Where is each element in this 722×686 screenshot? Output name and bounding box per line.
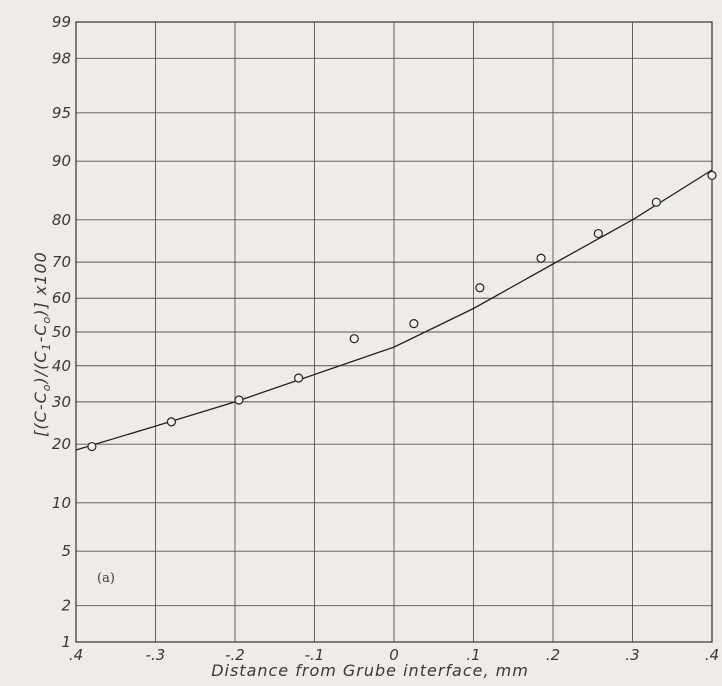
y-tick-label: 98 — [52, 49, 71, 67]
y-tick-label: 40 — [52, 357, 71, 375]
y-tick-label: 90 — [52, 152, 71, 170]
grid — [75, 21, 713, 643]
data-point — [707, 170, 717, 181]
y-tick-label: 99 — [52, 13, 71, 31]
x-tick-label: -.3 — [146, 646, 166, 664]
x-tick-label: .2 — [546, 646, 560, 664]
data-point — [409, 319, 419, 329]
fit-line — [75, 169, 713, 451]
x-tick-label: 0 — [389, 646, 399, 664]
y-tick-label: 80 — [52, 211, 71, 229]
x-tick-label: .4 — [69, 646, 83, 664]
panel-label: (a) — [97, 571, 115, 586]
data-point — [166, 417, 176, 427]
y-tick-label: 50 — [52, 323, 71, 341]
data-point — [475, 283, 485, 293]
y-axis-title-subscript: 1 — [40, 342, 53, 350]
data-point — [234, 395, 244, 405]
data-point — [87, 441, 97, 452]
y-axis-title: [(C-Co)/(C1-Co)] x100 — [31, 251, 53, 437]
x-axis-title: Distance from Grube interface, mm — [211, 661, 529, 680]
y-tick-label: 60 — [52, 289, 71, 307]
data-point — [593, 228, 603, 239]
data-point — [536, 253, 546, 263]
x-tick-label: -.1 — [305, 646, 325, 664]
y-axis-title-part: )/(C — [31, 350, 50, 384]
plot-border — [75, 21, 713, 643]
y-axis-title-subscript: o — [40, 316, 53, 324]
y-tick-label: 95 — [52, 104, 71, 122]
x-tick-label: -.2 — [225, 646, 245, 664]
y-axis-title-part: -C — [31, 323, 50, 342]
x-tick-label: .4 — [705, 646, 719, 664]
data-points — [87, 170, 717, 452]
data-point — [294, 373, 304, 383]
y-axis-title-subscript: o — [40, 383, 53, 391]
x-tick-label: .3 — [625, 646, 639, 664]
y-tick-label: 30 — [52, 393, 71, 411]
y-tick-label: 70 — [52, 253, 71, 271]
y-axis-title-part: )] x100 — [31, 251, 50, 317]
data-point — [349, 334, 359, 344]
y-tick-label: 1 — [61, 633, 71, 651]
data-point — [651, 197, 661, 207]
y-tick-labels: 1 2 5 10 20 30 40 50 60 70 80 90 95 98 99 — [52, 13, 71, 651]
y-tick-label: 20 — [52, 435, 71, 453]
y-axis-title-part: [(C-C — [31, 391, 50, 437]
x-tick-labels: .4 -.3 -.2 -.1 0 .1 .2 .3 .4 — [69, 646, 719, 664]
y-tick-label: 10 — [52, 494, 71, 512]
y-tick-label: 5 — [61, 542, 71, 560]
x-tick-label: .1 — [466, 646, 480, 664]
y-tick-label: 2 — [61, 597, 71, 615]
